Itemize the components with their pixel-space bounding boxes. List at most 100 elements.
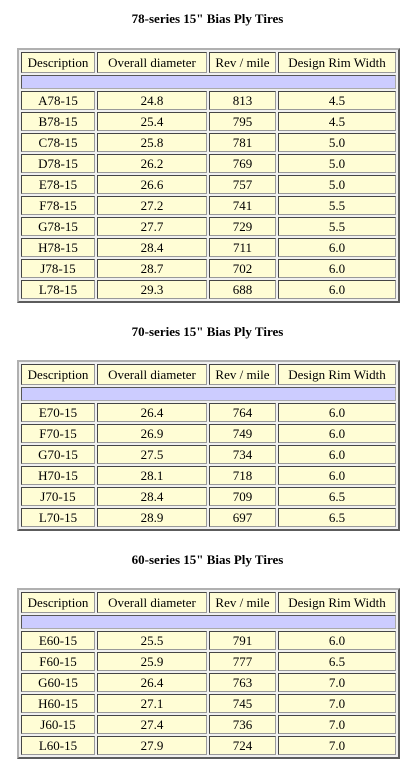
cell-design-rim-width: 6.0 bbox=[278, 259, 396, 278]
col-header-overall-diameter: Overall diameter bbox=[97, 592, 207, 613]
header-row: Description Overall diameter Rev / mile … bbox=[21, 52, 396, 73]
col-header-description: Description bbox=[21, 364, 95, 385]
header-spacer-row bbox=[21, 75, 396, 89]
table-row: L60-15 27.9 724 7.0 bbox=[21, 736, 396, 755]
table-row: F60-15 25.9 777 6.5 bbox=[21, 652, 396, 671]
cell-rev-per-mile: 729 bbox=[209, 217, 276, 236]
table-row: H78-15 28.4 711 6.0 bbox=[21, 238, 396, 257]
cell-description: G60-15 bbox=[21, 673, 95, 692]
table-row: D78-15 26.2 769 5.0 bbox=[21, 154, 396, 173]
cell-overall-diameter: 29.3 bbox=[97, 280, 207, 299]
cell-design-rim-width: 6.5 bbox=[278, 652, 396, 671]
cell-overall-diameter: 27.7 bbox=[97, 217, 207, 236]
cell-rev-per-mile: 777 bbox=[209, 652, 276, 671]
table-row: F78-15 27.2 741 5.5 bbox=[21, 196, 396, 215]
table-title: 60-series 15" Bias Ply Tires bbox=[131, 552, 284, 567]
section-70-series: 70-series 15" Bias Ply Tires Description… bbox=[17, 323, 400, 531]
table-row: G60-15 26.4 763 7.0 bbox=[21, 673, 396, 692]
cell-description: F60-15 bbox=[21, 652, 95, 671]
cell-overall-diameter: 27.4 bbox=[97, 715, 207, 734]
col-header-design-rim-width: Design Rim Width bbox=[278, 592, 396, 613]
cell-description: G70-15 bbox=[21, 445, 95, 464]
cell-description: H78-15 bbox=[21, 238, 95, 257]
cell-design-rim-width: 6.5 bbox=[278, 487, 396, 506]
cell-design-rim-width: 6.0 bbox=[278, 238, 396, 257]
cell-rev-per-mile: 795 bbox=[209, 112, 276, 131]
table-row: G78-15 27.7 729 5.5 bbox=[21, 217, 396, 236]
cell-rev-per-mile: 749 bbox=[209, 424, 276, 443]
cell-description: F70-15 bbox=[21, 424, 95, 443]
col-header-overall-diameter: Overall diameter bbox=[97, 52, 207, 73]
cell-design-rim-width: 6.0 bbox=[278, 631, 396, 650]
cell-description: E60-15 bbox=[21, 631, 95, 650]
cell-description: L70-15 bbox=[21, 508, 95, 527]
cell-description: B78-15 bbox=[21, 112, 95, 131]
cell-design-rim-width: 7.0 bbox=[278, 673, 396, 692]
col-header-design-rim-width: Design Rim Width bbox=[278, 52, 396, 73]
cell-description: L78-15 bbox=[21, 280, 95, 299]
cell-description: F78-15 bbox=[21, 196, 95, 215]
section-78-series: 78-series 15" Bias Ply Tires Description… bbox=[17, 10, 400, 303]
cell-design-rim-width: 6.0 bbox=[278, 280, 396, 299]
col-header-rev-per-mile: Rev / mile bbox=[209, 52, 276, 73]
table-row: J70-15 28.4 709 6.5 bbox=[21, 487, 396, 506]
cell-rev-per-mile: 741 bbox=[209, 196, 276, 215]
cell-design-rim-width: 5.5 bbox=[278, 196, 396, 215]
cell-overall-diameter: 26.2 bbox=[97, 154, 207, 173]
cell-overall-diameter: 27.2 bbox=[97, 196, 207, 215]
cell-rev-per-mile: 769 bbox=[209, 154, 276, 173]
cell-design-rim-width: 6.0 bbox=[278, 445, 396, 464]
cell-design-rim-width: 5.0 bbox=[278, 175, 396, 194]
table-row: L78-15 29.3 688 6.0 bbox=[21, 280, 396, 299]
section-60-series: 60-series 15" Bias Ply Tires Description… bbox=[17, 551, 400, 759]
table-row: J78-15 28.7 702 6.0 bbox=[21, 259, 396, 278]
cell-design-rim-width: 5.0 bbox=[278, 133, 396, 152]
cell-description: D78-15 bbox=[21, 154, 95, 173]
table-title: 70-series 15" Bias Ply Tires bbox=[131, 324, 284, 339]
col-header-design-rim-width: Design Rim Width bbox=[278, 364, 396, 385]
cell-rev-per-mile: 813 bbox=[209, 91, 276, 110]
table-row: E60-15 25.5 791 6.0 bbox=[21, 631, 396, 650]
cell-description: J60-15 bbox=[21, 715, 95, 734]
table-row: H60-15 27.1 745 7.0 bbox=[21, 694, 396, 713]
cell-description: L60-15 bbox=[21, 736, 95, 755]
cell-design-rim-width: 6.0 bbox=[278, 424, 396, 443]
col-header-rev-per-mile: Rev / mile bbox=[209, 364, 276, 385]
table-row: L70-15 28.9 697 6.5 bbox=[21, 508, 396, 527]
tire-table-78: Description Overall diameter Rev / mile … bbox=[17, 48, 400, 303]
cell-description: C78-15 bbox=[21, 133, 95, 152]
cell-description: E78-15 bbox=[21, 175, 95, 194]
cell-overall-diameter: 26.6 bbox=[97, 175, 207, 194]
tire-table-60: Description Overall diameter Rev / mile … bbox=[17, 588, 400, 759]
cell-overall-diameter: 25.4 bbox=[97, 112, 207, 131]
header-row: Description Overall diameter Rev / mile … bbox=[21, 364, 396, 385]
header-spacer-row bbox=[21, 615, 396, 629]
cell-design-rim-width: 4.5 bbox=[278, 91, 396, 110]
table-row: F70-15 26.9 749 6.0 bbox=[21, 424, 396, 443]
cell-rev-per-mile: 724 bbox=[209, 736, 276, 755]
col-header-overall-diameter: Overall diameter bbox=[97, 364, 207, 385]
cell-design-rim-width: 5.5 bbox=[278, 217, 396, 236]
cell-rev-per-mile: 745 bbox=[209, 694, 276, 713]
table-row: C78-15 25.8 781 5.0 bbox=[21, 133, 396, 152]
cell-overall-diameter: 25.9 bbox=[97, 652, 207, 671]
cell-rev-per-mile: 702 bbox=[209, 259, 276, 278]
cell-rev-per-mile: 697 bbox=[209, 508, 276, 527]
cell-rev-per-mile: 709 bbox=[209, 487, 276, 506]
cell-design-rim-width: 7.0 bbox=[278, 736, 396, 755]
cell-description: J78-15 bbox=[21, 259, 95, 278]
cell-overall-diameter: 27.1 bbox=[97, 694, 207, 713]
table-row: A78-15 24.8 813 4.5 bbox=[21, 91, 396, 110]
cell-overall-diameter: 28.4 bbox=[97, 487, 207, 506]
cell-description: E70-15 bbox=[21, 403, 95, 422]
cell-design-rim-width: 6.0 bbox=[278, 403, 396, 422]
cell-rev-per-mile: 711 bbox=[209, 238, 276, 257]
cell-design-rim-width: 5.0 bbox=[278, 154, 396, 173]
cell-rev-per-mile: 763 bbox=[209, 673, 276, 692]
header-spacer-row bbox=[21, 387, 396, 401]
cell-design-rim-width: 4.5 bbox=[278, 112, 396, 131]
cell-description: G78-15 bbox=[21, 217, 95, 236]
cell-overall-diameter: 26.4 bbox=[97, 403, 207, 422]
table-row: E78-15 26.6 757 5.0 bbox=[21, 175, 396, 194]
cell-design-rim-width: 7.0 bbox=[278, 715, 396, 734]
